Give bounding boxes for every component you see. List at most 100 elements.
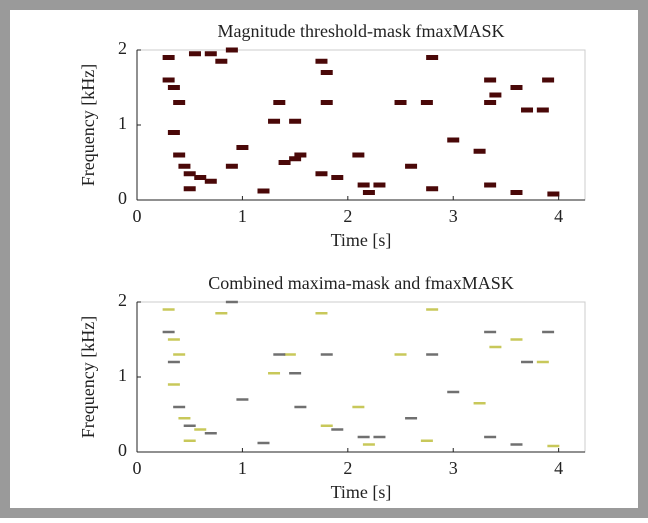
spectral-peak: [473, 402, 486, 405]
y-axis-label: Frequency [kHz]: [78, 64, 98, 186]
plot-area: [136, 49, 586, 201]
spectral-peak: [484, 100, 497, 105]
spectral-peak: [204, 51, 217, 57]
spectral-peak: [357, 182, 370, 188]
spectral-peak: [257, 441, 270, 445]
x-tick-label: 2: [343, 458, 352, 478]
spectral-peak: [162, 308, 175, 311]
spectral-peak: [331, 428, 344, 431]
spectral-peak: [194, 428, 207, 431]
spectral-peak: [536, 360, 549, 364]
spectral-peak: [194, 175, 207, 180]
spectral-peak: [178, 417, 191, 420]
spectral-peak: [362, 443, 375, 446]
chart-title: Magnitude threshold-mask fmaxMASK: [218, 21, 505, 41]
spectral-peak: [283, 353, 296, 356]
y-tick-label: 0: [118, 440, 127, 460]
spectral-peak: [510, 190, 523, 195]
spectral-peak: [236, 398, 249, 401]
y-tick-label: 0: [118, 188, 127, 208]
spectral-peak: [236, 145, 249, 150]
x-tick-label: 3: [449, 458, 458, 478]
spectral-peak: [484, 330, 497, 334]
x-tick-label: 1: [238, 458, 247, 478]
spectral-peak: [357, 435, 370, 439]
spectral-peak: [225, 163, 238, 169]
spectral-peak: [204, 178, 217, 184]
spectral-peak: [225, 47, 238, 53]
spectral-peak: [362, 190, 375, 195]
spectral-peak: [215, 58, 228, 64]
spectral-peak: [173, 405, 186, 409]
spectral-peak: [320, 353, 333, 356]
spectral-peak: [484, 182, 497, 188]
spectral-peak: [547, 444, 560, 448]
spectral-peak: [289, 118, 302, 124]
spectral-peak: [489, 92, 502, 98]
spectral-peak: [473, 148, 486, 154]
spectral-peak: [204, 432, 217, 435]
spectral-peak: [215, 312, 228, 315]
spectral-peak: [278, 160, 291, 165]
spectral-peak: [183, 171, 196, 177]
spectral-peak: [510, 85, 523, 90]
spectral-peak: [167, 85, 180, 90]
y-axis-label: Frequency [kHz]: [78, 316, 98, 438]
spectral-peak: [521, 360, 534, 364]
spectral-peak: [426, 308, 439, 311]
spectral-peak: [542, 77, 555, 83]
spectral-peak: [320, 424, 333, 427]
spectral-peak: [273, 353, 286, 356]
spectral-peak: [547, 191, 560, 197]
spectral-peak: [183, 424, 196, 427]
spectral-peak: [489, 345, 502, 349]
spectral-peak: [394, 100, 407, 105]
x-axis-label: Time [s]: [331, 230, 392, 250]
spectral-peak: [167, 338, 180, 341]
spectral-peak: [320, 100, 333, 105]
spectral-peak: [178, 163, 191, 169]
y-tick-label: 1: [118, 365, 127, 385]
x-tick-label: 4: [554, 458, 563, 478]
spectral-peak: [331, 175, 344, 180]
x-tick-label: 0: [133, 458, 142, 478]
spectral-peak: [510, 338, 523, 341]
spectral-peak: [447, 390, 460, 394]
x-tick-label: 4: [554, 206, 563, 226]
x-tick-label: 1: [238, 206, 247, 226]
spectral-peak: [542, 330, 555, 334]
spectral-peak: [225, 300, 238, 304]
x-axis-label: Time [s]: [331, 482, 392, 502]
spectral-peak: [521, 107, 534, 113]
spectral-peak: [162, 77, 175, 83]
spectral-peak: [167, 360, 180, 364]
spectral-peak: [183, 439, 196, 442]
spectral-peak: [394, 353, 407, 356]
spectral-peak: [268, 118, 281, 124]
spectral-peak: [426, 353, 439, 356]
spectral-peak: [510, 443, 523, 446]
spectral-peak: [173, 152, 186, 158]
spectral-peak: [167, 130, 180, 135]
spectral-peak: [315, 171, 328, 177]
spectral-peak: [173, 353, 186, 356]
spectral-peak: [167, 383, 180, 386]
spectral-peak: [315, 312, 328, 315]
spectral-peak: [315, 58, 328, 64]
spectral-peak: [273, 100, 286, 105]
spectral-peak: [405, 163, 418, 169]
spectral-peak: [352, 405, 365, 409]
spectral-peak: [320, 70, 333, 75]
spectral-peak: [173, 100, 186, 105]
spectral-peak: [536, 107, 549, 113]
spectral-peak: [484, 77, 497, 83]
spectral-peak: [294, 152, 307, 158]
chart-title: Combined maxima-mask and fmaxMASK: [208, 273, 513, 293]
spectral-peak: [420, 100, 433, 105]
spectral-peak: [294, 405, 307, 409]
y-tick-label: 2: [118, 38, 127, 58]
spectral-peak: [188, 51, 201, 57]
x-tick-label: 2: [343, 206, 352, 226]
spectral-peak: [447, 137, 460, 143]
spectral-peak: [268, 372, 281, 375]
